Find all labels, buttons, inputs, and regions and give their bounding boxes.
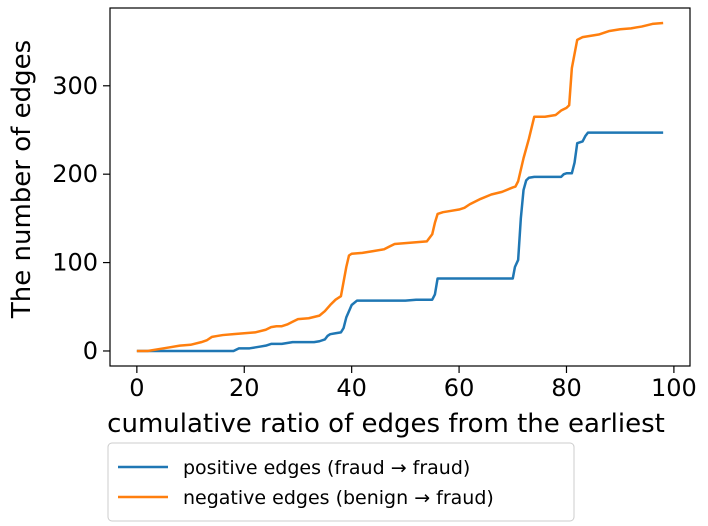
- y-tick-label: 200: [52, 160, 98, 188]
- series-lines: [136, 21, 664, 353]
- series-line-positive: [136, 131, 664, 353]
- y-tick-label: 100: [52, 249, 98, 277]
- x-tick-label: 40: [336, 374, 367, 402]
- x-tick-label: 80: [551, 374, 582, 402]
- x-tick-label: 0: [129, 374, 144, 402]
- x-tick-label: 60: [444, 374, 475, 402]
- legend: positive edges (fraud → fraud) negative …: [107, 442, 575, 522]
- y-tick-label: 300: [52, 72, 98, 100]
- x-axis-ticks: 0 20 40 60 80 100: [129, 366, 697, 402]
- series-line-negative: [136, 21, 664, 353]
- legend-box: [107, 442, 575, 522]
- y-axis-title: The number of edges: [7, 40, 37, 319]
- y-tick-label: 0: [83, 337, 98, 365]
- plot-area-frame: [109, 7, 691, 367]
- legend-label-negative: negative edges (benign → fraud): [183, 487, 494, 509]
- x-axis-title: cumulative ratio of edges from the earli…: [107, 409, 665, 439]
- x-tick-label: 100: [651, 374, 697, 402]
- x-tick-label: 20: [229, 374, 260, 402]
- y-axis-ticks: 0 100 200 300: [52, 72, 110, 365]
- legend-label-positive: positive edges (fraud → fraud): [183, 457, 470, 479]
